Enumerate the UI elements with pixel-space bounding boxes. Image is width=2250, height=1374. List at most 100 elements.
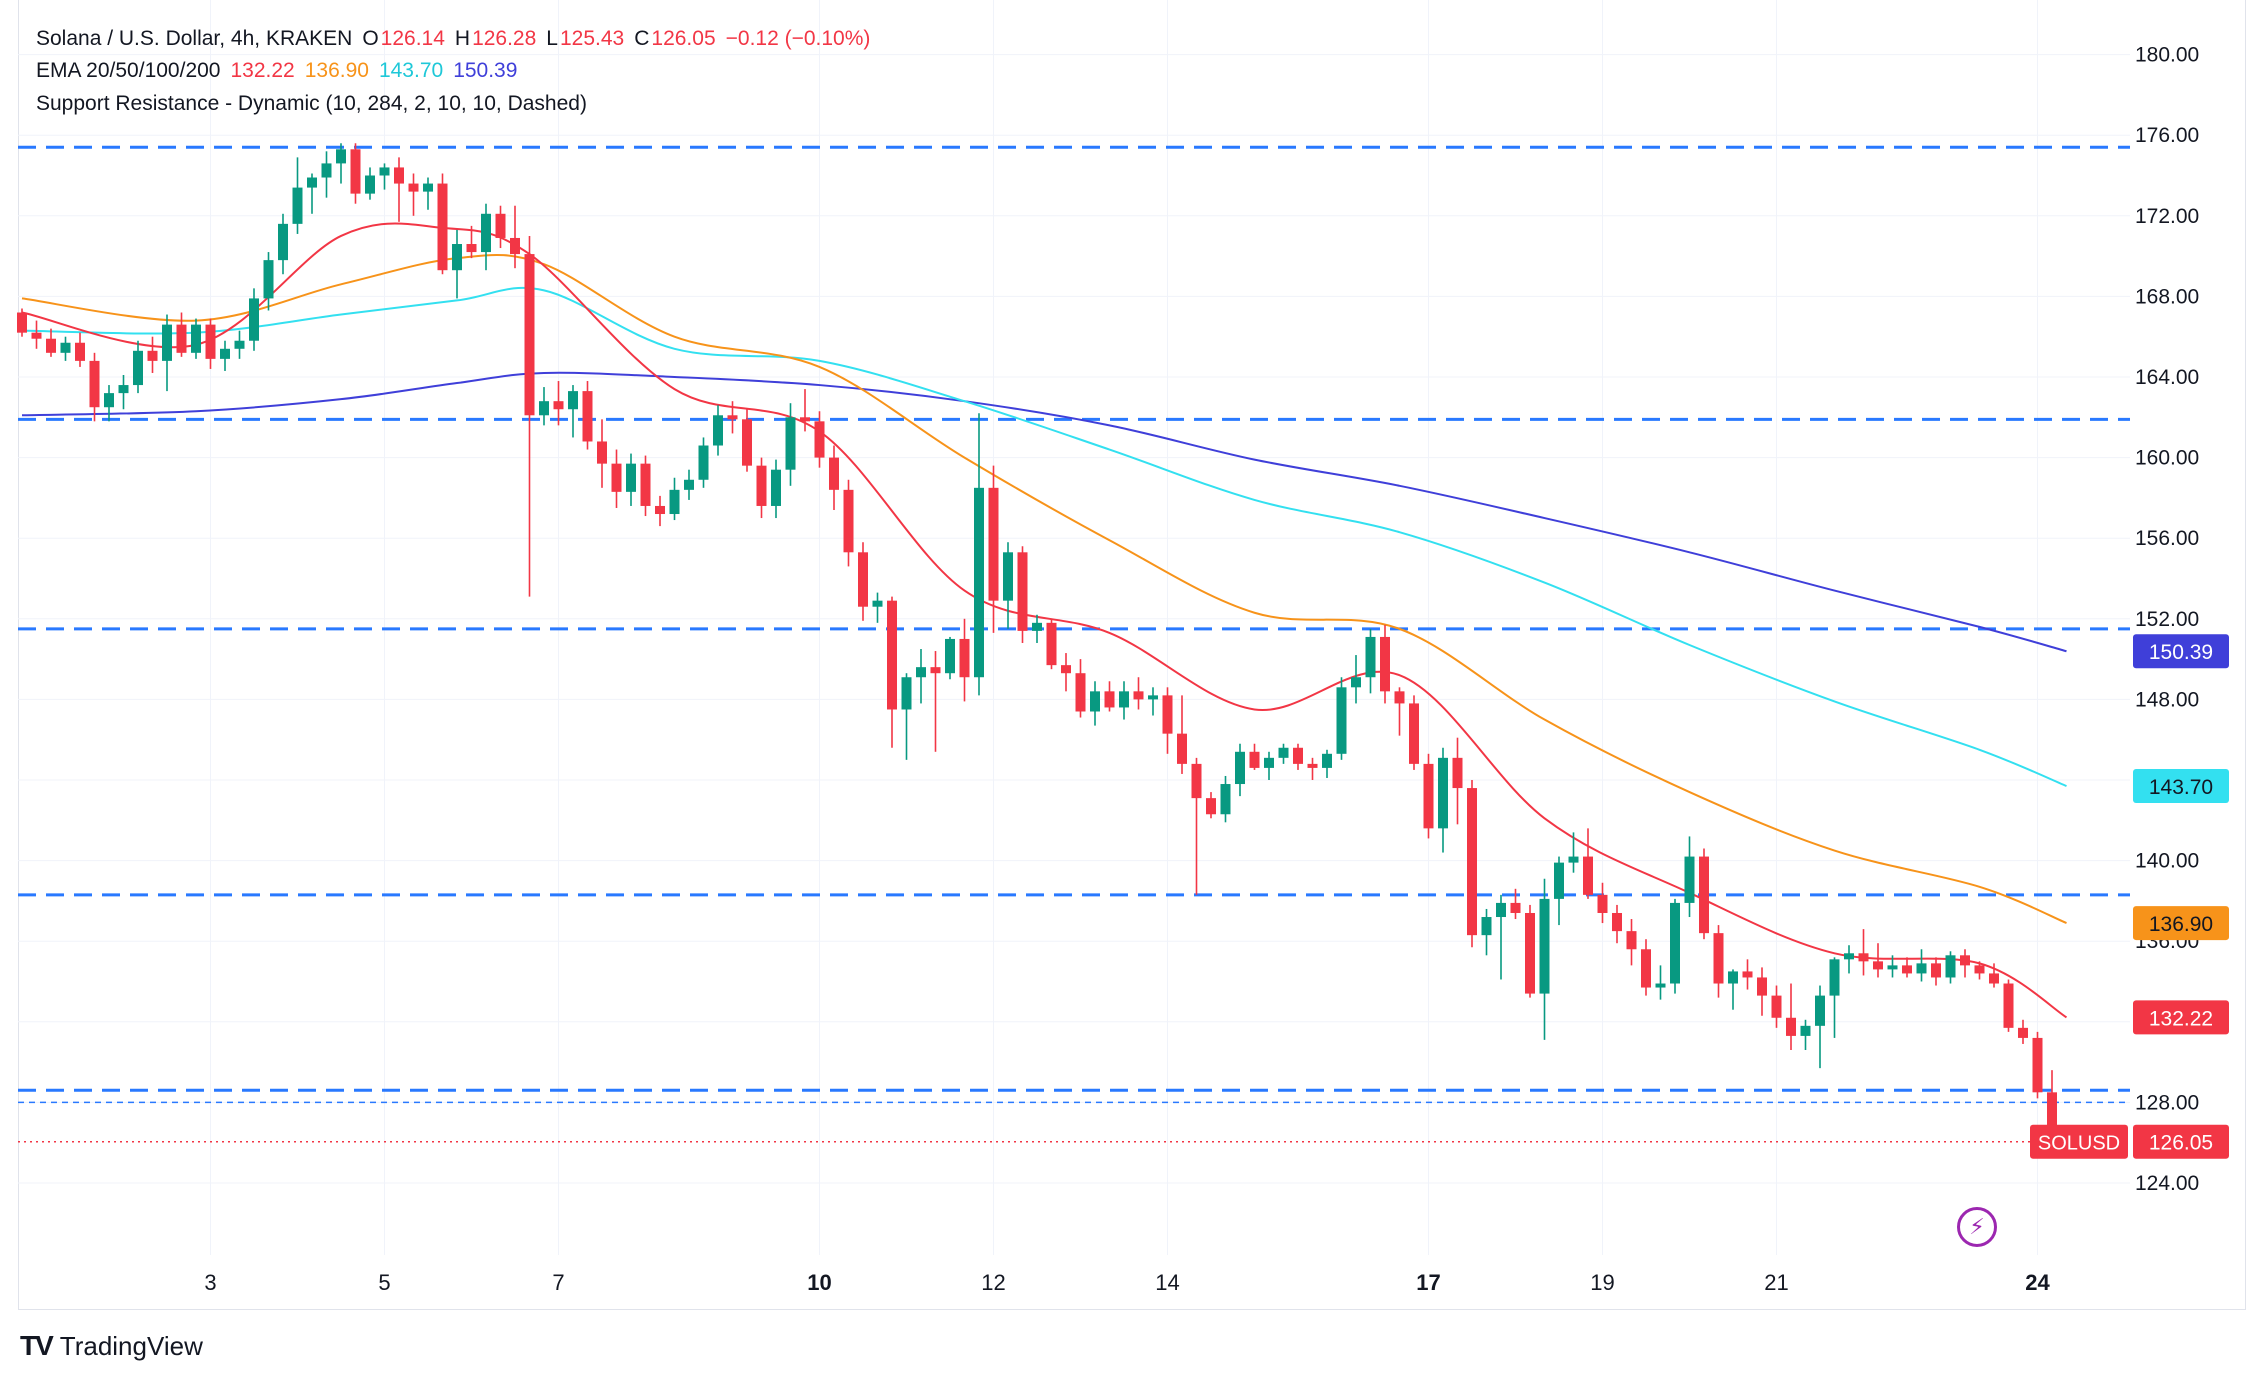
- x-tick-label: 21: [1764, 1270, 1788, 1295]
- candle-body: [1902, 965, 1912, 974]
- candle-body: [147, 350, 158, 361]
- candle-body: [568, 391, 578, 410]
- candle-body: [988, 487, 999, 601]
- symbol-price-tag-label: SOLUSD: [2038, 1133, 2120, 1155]
- candle-body: [1119, 691, 1129, 708]
- candle-body: [17, 312, 27, 333]
- lightning-bolt-icon[interactable]: ⚡: [1957, 1207, 1997, 1247]
- candle-body: [249, 298, 259, 341]
- candle-body: [1931, 963, 1941, 978]
- candle-body: [814, 421, 825, 458]
- close-label: C: [634, 27, 650, 50]
- x-tick-label: 17: [1416, 1270, 1440, 1295]
- candle-body: [1974, 965, 1985, 974]
- candle-body: [1148, 695, 1158, 700]
- symbol-title[interactable]: Solana / U.S. Dollar, 4h, KRAKEN: [36, 27, 353, 50]
- y-tick-label: 164.00: [2135, 366, 2199, 389]
- candle-body: [1046, 622, 1057, 666]
- candle-body: [829, 457, 839, 490]
- sr-legend[interactable]: Support Resistance - Dynamic (10, 284, 2…: [36, 89, 597, 119]
- candle-body: [394, 167, 404, 184]
- candle-body: [350, 149, 361, 194]
- candle-body: [858, 552, 868, 607]
- candle-body: [191, 324, 201, 353]
- candle-body: [800, 417, 810, 422]
- candle-body: [2032, 1037, 2043, 1093]
- candle-body: [872, 600, 883, 607]
- x-tick-label: 7: [552, 1270, 564, 1295]
- candle-body: [1104, 691, 1115, 708]
- y-tick-label: 176.00: [2135, 124, 2199, 147]
- candle-body: [901, 677, 912, 710]
- candle-body: [1858, 953, 1869, 962]
- chart-area[interactable]: [18, 0, 2246, 1310]
- candle-body: [1365, 636, 1376, 678]
- x-tick-label: 24: [2025, 1270, 2050, 1295]
- candle-body: [1235, 751, 1245, 785]
- ema-legend[interactable]: EMA 20/50/100/200 132.22 136.90 143.70 150.3…: [36, 56, 527, 86]
- candle-body: [1191, 763, 1202, 799]
- ema200-value: 150.39: [453, 59, 518, 82]
- change-value: −0.12 (−0.10%): [725, 27, 871, 50]
- symbol-legend: Solana / U.S. Dollar, 4h, KRAKEN O126.14 H…: [36, 24, 880, 54]
- candle-body: [89, 360, 100, 408]
- candle-body: [1945, 955, 1956, 978]
- candle-body: [1032, 622, 1042, 631]
- low-value: 125.43: [559, 27, 625, 50]
- candle-body: [1133, 691, 1144, 700]
- candle-body: [481, 213, 491, 253]
- y-tick-label: 180.00: [2135, 44, 2199, 67]
- ema20-value: 132.22: [230, 59, 295, 82]
- candle-body: [930, 667, 941, 674]
- close-value: 126.05: [651, 27, 716, 50]
- candle-body: [176, 324, 187, 353]
- y-tick-label: 160.00: [2135, 447, 2199, 470]
- candle-body: [1510, 902, 1521, 913]
- y-tick-label: 148.00: [2135, 688, 2199, 711]
- ema20-line: [21, 222, 2068, 1019]
- candle-body: [2018, 1027, 2028, 1038]
- ema-price-tag-label: 132.22: [2149, 1007, 2213, 1030]
- ema100-line: [21, 286, 2067, 787]
- tradingview-logo[interactable]: TV TradingView: [20, 1330, 203, 1362]
- sr-label: Support Resistance - Dynamic (10, 284, 2…: [36, 92, 587, 115]
- candle-body: [1293, 747, 1303, 764]
- candle-body: [974, 487, 984, 678]
- ema50-value: 136.90: [304, 59, 369, 82]
- candle-body: [655, 505, 665, 515]
- candle-body: [1844, 953, 1854, 960]
- ema-price-tag: [2133, 634, 2229, 669]
- candle-body: [1742, 971, 1753, 978]
- candle-body: [640, 463, 651, 506]
- candle-body: [1612, 912, 1622, 932]
- open-value: 126.14: [380, 27, 445, 50]
- candle-body: [423, 183, 433, 192]
- tv-logo-mark: TV: [20, 1330, 54, 1361]
- y-tick-label: 172.00: [2135, 205, 2199, 228]
- candle-body: [1815, 995, 1825, 1026]
- candle-body: [1264, 757, 1274, 768]
- candle-body: [466, 244, 477, 253]
- candle-body: [1713, 933, 1724, 984]
- candle-body: [75, 342, 85, 361]
- ema-price-tag-label: 143.70: [2149, 776, 2213, 799]
- candle-body: [60, 342, 71, 353]
- x-tick-label: 12: [981, 1270, 1005, 1295]
- candle-body: [684, 479, 694, 490]
- candle-body: [698, 445, 709, 480]
- candle-body: [626, 463, 636, 492]
- candle-body: [1307, 763, 1318, 768]
- candle-body: [1670, 902, 1680, 984]
- candle-body: [1728, 971, 1738, 984]
- last-price-tag: [2133, 1124, 2229, 1159]
- high-value: 126.28: [472, 27, 537, 50]
- candle-body: [1873, 961, 1883, 970]
- candle-body: [495, 213, 506, 238]
- x-tick-label: 14: [1155, 1270, 1179, 1295]
- candle-body: [553, 401, 564, 410]
- candle-body: [1452, 757, 1463, 789]
- x-tick-label: 3: [204, 1270, 216, 1295]
- candle-body: [336, 149, 346, 164]
- candle-body: [1003, 552, 1013, 601]
